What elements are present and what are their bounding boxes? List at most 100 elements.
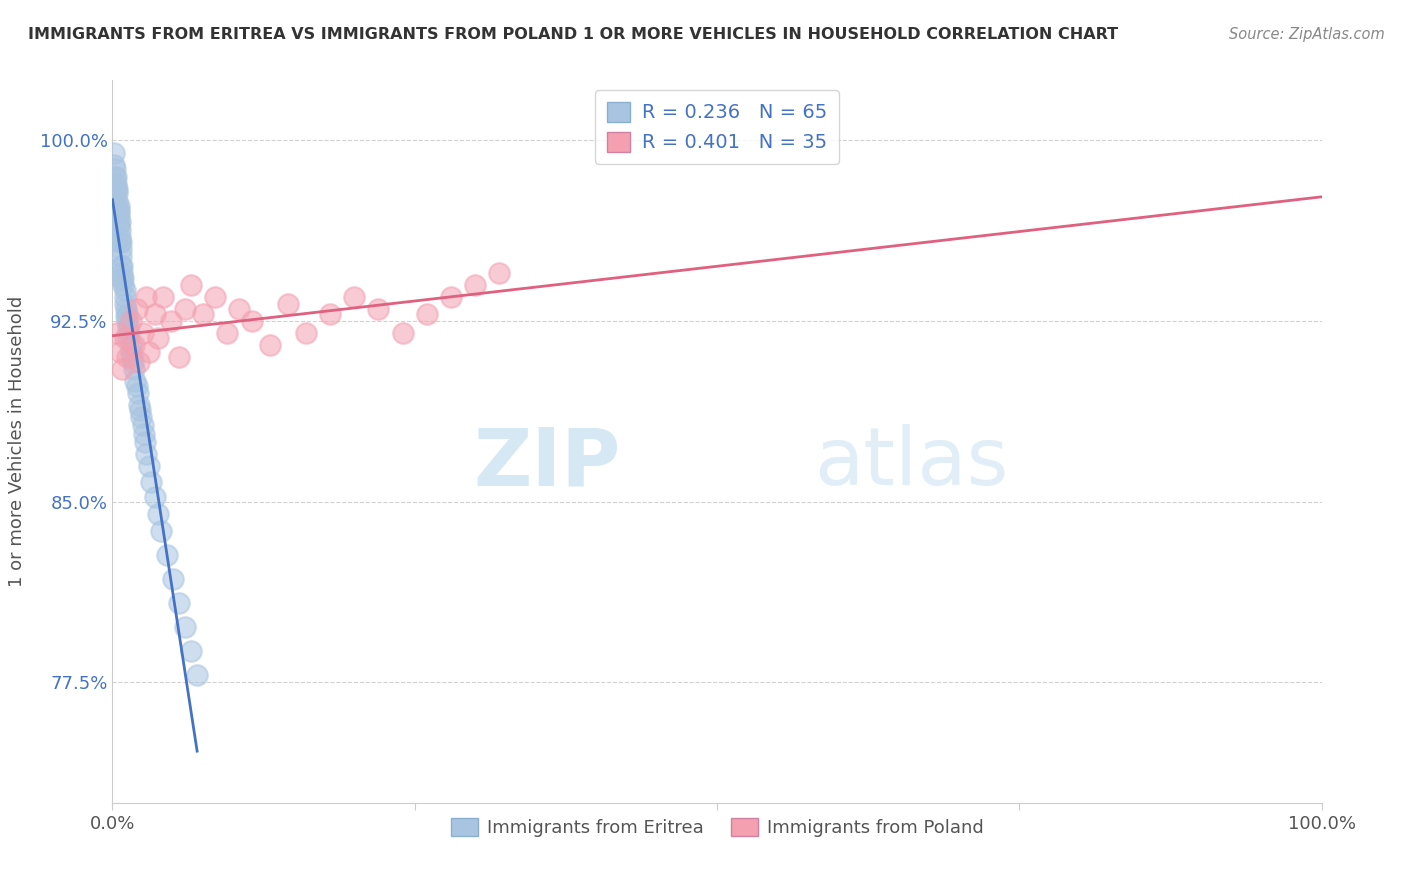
- Point: [110, 259, 132, 273]
- Point: [103, 145, 125, 160]
- Point: [114, 297, 136, 311]
- Point: [128, 398, 150, 412]
- Text: ZIP: ZIP: [472, 425, 620, 502]
- Point: [162, 572, 184, 586]
- Point: [167, 596, 190, 610]
- Point: [104, 162, 127, 177]
- Point: [107, 205, 129, 219]
- Point: [240, 314, 263, 328]
- Y-axis label: 1 or more Vehicles in Household: 1 or more Vehicles in Household: [7, 296, 25, 587]
- Point: [115, 314, 138, 328]
- Point: [117, 321, 139, 335]
- Point: [149, 524, 172, 538]
- Point: [122, 355, 145, 369]
- Point: [488, 266, 510, 280]
- Point: [117, 331, 139, 345]
- Point: [120, 314, 142, 328]
- Point: [343, 290, 366, 304]
- Point: [180, 278, 202, 293]
- Point: [132, 417, 155, 432]
- Point: [128, 355, 150, 369]
- Point: [132, 427, 155, 442]
- Point: [105, 194, 128, 208]
- Point: [159, 314, 181, 328]
- Point: [107, 218, 129, 232]
- Point: [110, 249, 132, 263]
- Point: [120, 338, 142, 352]
- Point: [148, 331, 170, 345]
- Point: [110, 235, 132, 249]
- Point: [107, 211, 129, 225]
- Point: [105, 177, 128, 191]
- Point: [105, 186, 128, 201]
- Point: [118, 326, 141, 340]
- Point: [105, 181, 128, 195]
- Point: [105, 169, 128, 184]
- Point: [138, 345, 160, 359]
- Point: [174, 301, 197, 316]
- Point: [319, 307, 342, 321]
- Text: Source: ZipAtlas.com: Source: ZipAtlas.com: [1229, 27, 1385, 42]
- Point: [228, 301, 250, 316]
- Point: [204, 290, 226, 304]
- Point: [122, 362, 145, 376]
- Point: [464, 278, 486, 293]
- Point: [156, 548, 179, 562]
- Point: [110, 242, 132, 256]
- Point: [107, 203, 129, 218]
- Point: [108, 235, 131, 249]
- Point: [105, 181, 128, 195]
- Point: [186, 668, 208, 682]
- Point: [148, 507, 170, 521]
- Point: [152, 290, 174, 304]
- Point: [125, 379, 148, 393]
- Point: [108, 230, 131, 244]
- Point: [132, 326, 155, 340]
- Point: [104, 169, 127, 184]
- Point: [120, 345, 142, 359]
- Point: [135, 290, 157, 304]
- Point: [259, 338, 281, 352]
- Point: [131, 410, 153, 425]
- Point: [174, 620, 197, 634]
- Point: [141, 475, 163, 490]
- Point: [114, 310, 136, 324]
- Point: [108, 222, 131, 236]
- Point: [122, 338, 145, 352]
- Point: [115, 307, 138, 321]
- Point: [134, 434, 156, 449]
- Point: [135, 446, 157, 460]
- Point: [367, 301, 389, 316]
- Legend: Immigrants from Eritrea, Immigrants from Poland: Immigrants from Eritrea, Immigrants from…: [443, 811, 991, 845]
- Point: [111, 362, 134, 376]
- Point: [440, 290, 463, 304]
- Point: [107, 198, 129, 212]
- Point: [125, 301, 148, 316]
- Point: [108, 345, 131, 359]
- Point: [111, 273, 134, 287]
- Point: [277, 297, 299, 311]
- Point: [114, 301, 136, 316]
- Point: [112, 278, 135, 293]
- Point: [191, 307, 214, 321]
- Point: [121, 350, 143, 364]
- Point: [217, 326, 239, 340]
- Point: [416, 307, 439, 321]
- Point: [111, 266, 134, 280]
- Point: [114, 290, 136, 304]
- Point: [105, 201, 128, 215]
- Point: [114, 283, 136, 297]
- Text: atlas: atlas: [814, 425, 1008, 502]
- Point: [115, 350, 138, 364]
- Point: [111, 259, 134, 273]
- Point: [138, 458, 160, 473]
- Point: [143, 307, 166, 321]
- Point: [129, 403, 152, 417]
- Point: [108, 215, 131, 229]
- Point: [143, 490, 166, 504]
- Point: [124, 374, 146, 388]
- Point: [127, 386, 149, 401]
- Point: [180, 644, 202, 658]
- Point: [112, 270, 135, 285]
- Point: [391, 326, 413, 340]
